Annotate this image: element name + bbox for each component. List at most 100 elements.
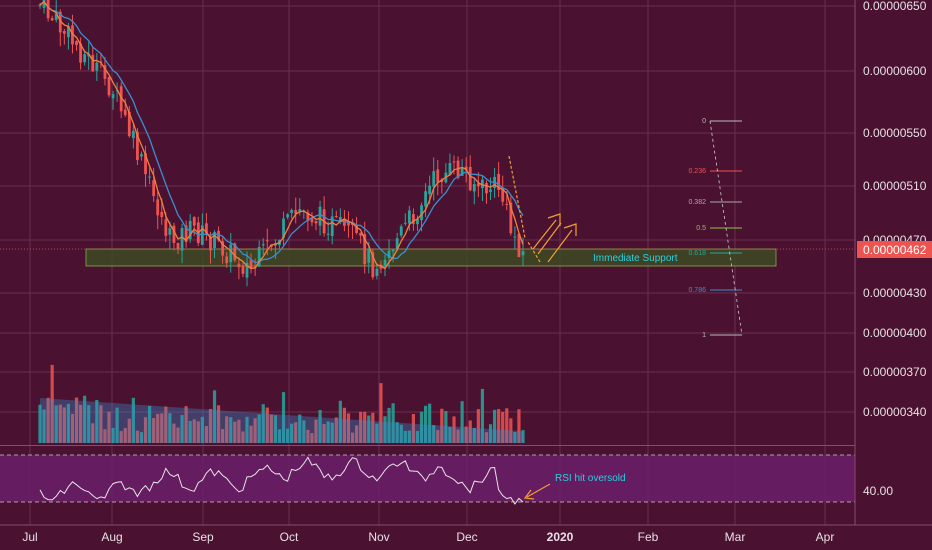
forecast-arrows xyxy=(508,155,577,263)
volume-bar xyxy=(419,411,424,443)
time-tick: Aug xyxy=(101,530,122,544)
fib-trend xyxy=(709,120,743,336)
candle-body xyxy=(67,26,70,38)
volume-bar xyxy=(265,407,269,443)
volume-bar xyxy=(50,364,54,443)
volume-bar xyxy=(501,411,505,443)
volume-bar xyxy=(200,416,204,443)
volume-bar xyxy=(423,405,428,443)
fib-label: 0.5 xyxy=(696,225,706,232)
volume-bar xyxy=(46,397,50,443)
candle-body xyxy=(416,218,419,225)
volume-bar xyxy=(342,407,347,443)
volume-bar xyxy=(371,412,375,443)
volume-bar xyxy=(233,421,237,443)
volume-bar xyxy=(346,413,351,443)
candle-body xyxy=(221,241,225,256)
candle-body xyxy=(192,217,196,226)
candle-body xyxy=(399,226,403,236)
ma-slow-line xyxy=(39,0,524,264)
volume-bar xyxy=(216,405,221,443)
candle-body xyxy=(505,203,509,205)
fib-label: 0.786 xyxy=(688,287,706,294)
candle-body xyxy=(379,264,383,269)
volume-bar xyxy=(66,403,71,443)
candle-body xyxy=(334,216,338,218)
volume-bar xyxy=(468,420,472,443)
volume-bar xyxy=(221,429,225,443)
volume-bar xyxy=(383,416,387,443)
volume-bar xyxy=(62,407,66,443)
candle-body xyxy=(314,220,318,224)
time-tick: 2020 xyxy=(547,530,574,544)
volume-bar xyxy=(440,408,444,443)
volume-bar xyxy=(403,430,407,443)
volume-bar xyxy=(152,418,156,443)
candle-body xyxy=(371,252,375,278)
volume-bar xyxy=(253,418,257,443)
candle-body xyxy=(521,251,525,256)
volume-bar xyxy=(188,420,192,443)
volume-bar xyxy=(273,415,278,443)
candle-body xyxy=(367,249,371,263)
volume-bar xyxy=(415,431,420,443)
time-axis[interactable] xyxy=(0,525,932,550)
candle-body xyxy=(131,130,135,139)
candle-body xyxy=(355,225,358,233)
volume-bar xyxy=(476,409,480,443)
candle-body xyxy=(383,259,387,267)
candle-body xyxy=(164,219,168,236)
candle-body xyxy=(485,182,488,194)
volume-bar xyxy=(127,418,131,443)
volume-bar xyxy=(460,401,464,443)
volume-bar xyxy=(326,421,330,443)
candle-body xyxy=(172,225,176,243)
volume-bar xyxy=(452,416,456,443)
candle-body xyxy=(513,236,517,238)
candle-body xyxy=(395,238,399,250)
volume-bar xyxy=(131,397,135,443)
volume-bar xyxy=(391,403,395,443)
volume-bar xyxy=(111,427,115,443)
candle-body xyxy=(107,76,111,96)
fib-retracement: 0 0.236 0.382 0.5 0.618 0.786 1 xyxy=(688,118,743,339)
candle-body xyxy=(375,268,379,276)
price-tick: 0.00000510 xyxy=(863,179,927,193)
candle-body xyxy=(188,220,192,240)
candle-body xyxy=(38,4,42,6)
volume-bar xyxy=(497,409,501,443)
candle-body xyxy=(180,228,184,251)
volume-bar xyxy=(334,417,338,443)
volume-bar xyxy=(513,431,517,443)
candle-body xyxy=(412,214,415,224)
fib-label: 0 xyxy=(702,118,706,125)
volume-bar xyxy=(517,409,521,443)
volume-bar xyxy=(249,425,253,443)
candle-body xyxy=(229,244,233,263)
volume-bar xyxy=(456,429,460,443)
volume-bar xyxy=(261,404,265,443)
candle-body xyxy=(391,249,395,252)
volume-bar xyxy=(285,428,290,443)
volume-bar xyxy=(225,416,229,443)
price-tick: 0.00000400 xyxy=(863,326,927,340)
price-axis[interactable] xyxy=(855,0,932,525)
candle-body xyxy=(95,62,99,71)
candle-body xyxy=(497,173,501,190)
rsi-separator xyxy=(0,445,855,446)
candle-body xyxy=(436,169,440,183)
volume-bar xyxy=(172,423,176,443)
volume-bar xyxy=(135,430,140,443)
volume-bar xyxy=(237,419,241,443)
volume-bar xyxy=(143,417,148,443)
candle-body xyxy=(298,209,302,212)
support-label: Immediate Support xyxy=(593,253,678,264)
fib-label: 0.236 xyxy=(688,168,706,175)
candle-body xyxy=(359,232,363,236)
rsi-tick-label: 40.00 xyxy=(863,484,893,498)
candle-body xyxy=(282,218,285,238)
volume-bar xyxy=(269,414,273,443)
candle-body xyxy=(306,212,310,222)
candle-body xyxy=(428,185,432,195)
